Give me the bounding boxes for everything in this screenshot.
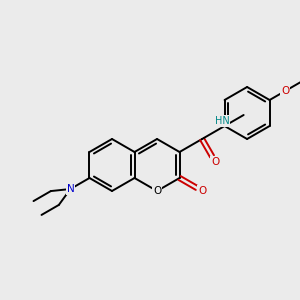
Text: O: O [198,186,206,196]
Text: O: O [281,86,289,96]
Text: HN: HN [214,116,230,126]
Text: N: N [67,184,74,194]
Text: O: O [153,186,161,196]
Text: O: O [211,157,219,166]
